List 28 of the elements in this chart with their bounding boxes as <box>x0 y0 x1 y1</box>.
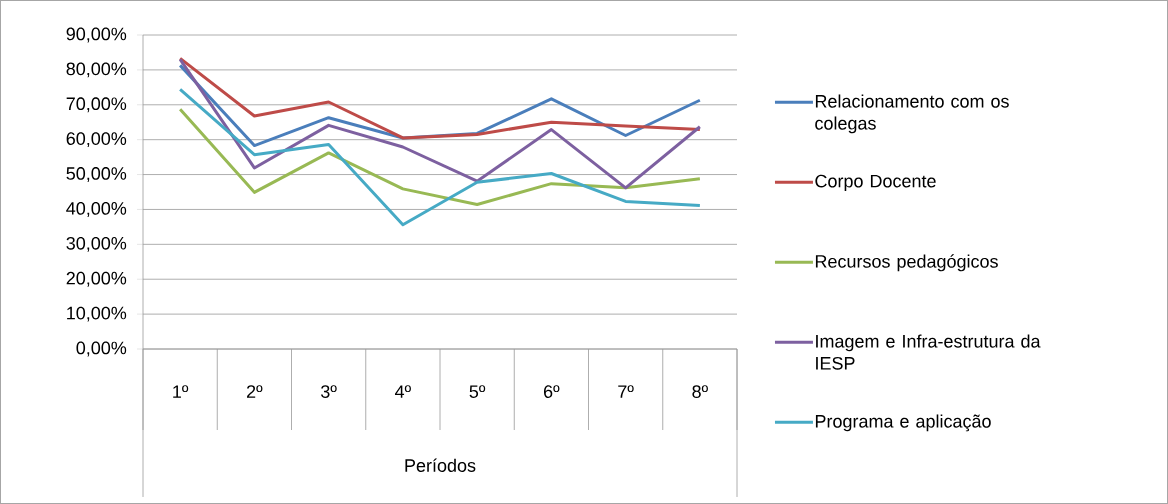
x-tick-label: 2º <box>246 385 263 398</box>
legend-label: Imagem e Infra-estrutura da IESP <box>816 334 1041 370</box>
line-series <box>178 57 702 190</box>
legend-label: Relacionamento com os colegas <box>815 94 1009 134</box>
y-tick-label: 80,00% <box>66 62 127 78</box>
y-tick-label: 10,00% <box>67 306 127 322</box>
y-tick-label: 0,00% <box>76 341 127 357</box>
x-tick-label: 6º <box>543 385 560 398</box>
line-series <box>178 87 702 227</box>
y-tick-label: 70,00% <box>66 97 127 113</box>
y-tick-label: 60,00% <box>66 132 127 148</box>
x-tick-label: 5º <box>469 385 486 398</box>
legend-label: Corpo Docente <box>815 174 936 191</box>
y-tick-label: 30,00% <box>66 236 127 252</box>
line-series <box>178 56 702 140</box>
legend-label: Programa e aplicação <box>815 414 991 432</box>
y-tick-label: 90,00% <box>66 27 127 43</box>
x-tick-label: 3º <box>321 385 337 398</box>
x-tick-label: 1º <box>173 385 189 398</box>
legend-label: Recursos pedagógicos <box>815 254 998 272</box>
x-tick-label: 7º <box>618 385 634 398</box>
y-tick-label: 50,00% <box>66 167 127 182</box>
line-series <box>178 107 702 207</box>
y-tick-label: 20,00% <box>66 271 127 287</box>
x-tick-label: 8º <box>692 385 708 398</box>
x-axis-title: Períodos <box>405 458 476 472</box>
y-tick-label: 40,00% <box>66 202 127 217</box>
x-tick-label: 4º <box>394 385 411 398</box>
